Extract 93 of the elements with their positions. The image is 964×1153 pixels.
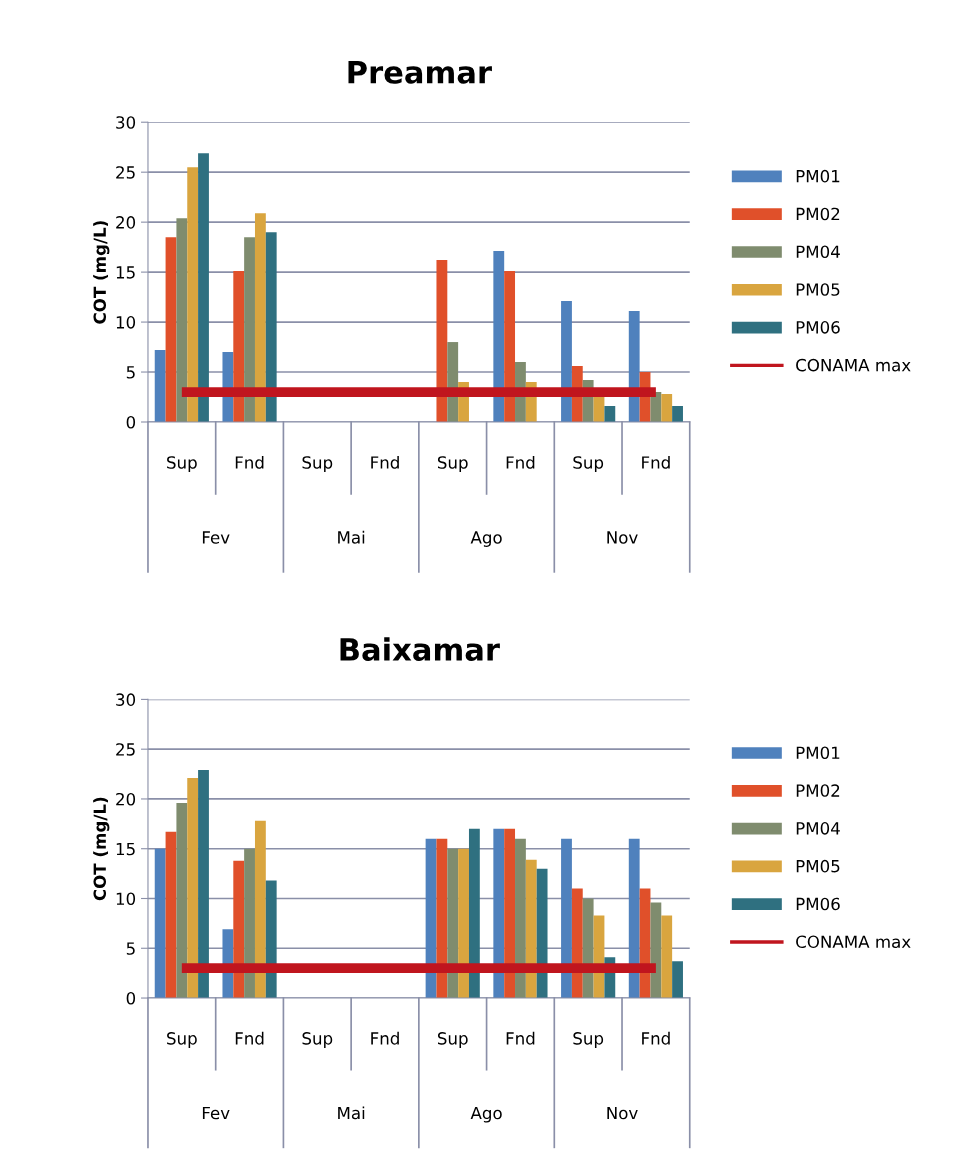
bar <box>561 838 572 999</box>
bar <box>504 271 516 422</box>
bar <box>493 251 505 422</box>
x-tick-label: Sup <box>167 456 197 473</box>
bar <box>661 915 673 999</box>
legend-label: PM02 <box>796 784 840 797</box>
bar <box>165 237 177 422</box>
bar <box>628 838 640 999</box>
bar <box>198 770 209 999</box>
y-tick-label: 10 <box>116 316 136 329</box>
bar <box>458 848 469 999</box>
legend-label: PM01 <box>796 746 840 760</box>
bar <box>244 848 255 999</box>
x-tick-label: Sup <box>302 1032 333 1048</box>
y-axis-title: COT (mg/L) <box>93 221 110 324</box>
y-tick-label: 15 <box>116 842 135 856</box>
text: Fev <box>202 531 230 544</box>
text: Nov <box>607 531 638 544</box>
legend-label: PM04 <box>796 245 840 259</box>
bar <box>244 237 255 422</box>
legend-label: CONAMA max <box>796 935 911 949</box>
y-tick-label: 5 <box>126 366 135 379</box>
y-tick-label: 20 <box>116 216 136 229</box>
legend-label: PM05 <box>796 283 840 296</box>
bar <box>265 232 277 422</box>
bar <box>187 167 199 422</box>
bar <box>233 860 245 999</box>
y-tick-label: 20 <box>116 792 136 806</box>
legend-label: PM04 <box>796 822 840 835</box>
legend-label: PM02 <box>796 207 840 221</box>
bar <box>525 859 537 999</box>
text: Fev <box>202 1106 230 1120</box>
bar <box>254 213 266 422</box>
x-tick-label: Sup <box>302 456 333 473</box>
bar <box>536 868 548 999</box>
bar <box>447 848 459 999</box>
x-tick-label: Fnd <box>506 1031 535 1045</box>
y-tick-label: 25 <box>116 166 135 179</box>
y-tick-label: 25 <box>116 743 135 756</box>
bar <box>154 848 166 999</box>
legend-label: PM01 <box>796 169 840 183</box>
y-tick-label: 10 <box>116 892 136 906</box>
x-tick-label: Fnd <box>235 455 264 469</box>
legend-label: PM05 <box>796 859 840 873</box>
y-tick-label: 5 <box>126 942 135 955</box>
bar <box>436 838 448 999</box>
y-tick-label: 0 <box>126 992 136 1005</box>
bar <box>265 880 277 999</box>
bar <box>672 961 683 999</box>
text: Mai <box>338 1106 365 1120</box>
y-tick-label: 30 <box>116 693 136 706</box>
legend-label: CONAMA max <box>796 358 911 372</box>
bar <box>493 828 505 999</box>
bar <box>515 838 526 999</box>
x-tick-label: Sup <box>437 1032 468 1048</box>
y-tick-label: 0 <box>126 415 136 429</box>
bar <box>650 902 662 999</box>
x-tick-label: Sup <box>573 1032 604 1048</box>
bar <box>436 260 448 422</box>
text: Mai <box>338 530 365 544</box>
y-tick-label: 30 <box>116 116 136 129</box>
x-tick-label: Fnd <box>371 455 399 469</box>
x-tick-label: Sup <box>167 1032 197 1048</box>
x-tick-label: Fnd <box>235 1031 264 1045</box>
legend-label: PM06 <box>796 897 840 911</box>
chart-title: Preamar <box>348 61 492 84</box>
bar <box>561 301 572 422</box>
bar <box>198 153 209 422</box>
bar <box>165 831 177 999</box>
bar <box>154 350 166 422</box>
bar <box>604 406 616 422</box>
bar <box>254 820 266 999</box>
x-tick-label: Sup <box>437 456 468 473</box>
bar <box>468 828 480 999</box>
x-tick-label: Fnd <box>506 455 535 469</box>
y-tick-label: 15 <box>116 266 135 279</box>
bar <box>672 406 683 422</box>
y-axis-title: COT (mg/L) <box>93 797 110 901</box>
bar <box>233 271 245 422</box>
bar <box>661 394 673 422</box>
bar <box>176 802 188 999</box>
text: Ago <box>470 1106 502 1123</box>
x-tick-label: Fnd <box>642 455 670 469</box>
text: Ago <box>470 531 502 547</box>
legend-label: PM06 <box>796 321 840 334</box>
x-tick-label: Sup <box>573 456 604 473</box>
text: Nov <box>607 1106 638 1120</box>
bar <box>504 828 516 999</box>
x-tick-label: Fnd <box>642 1031 670 1045</box>
chart-title: Baixamar <box>340 637 500 661</box>
bar <box>176 218 188 422</box>
x-tick-label: Fnd <box>371 1031 399 1045</box>
bar <box>187 778 199 999</box>
